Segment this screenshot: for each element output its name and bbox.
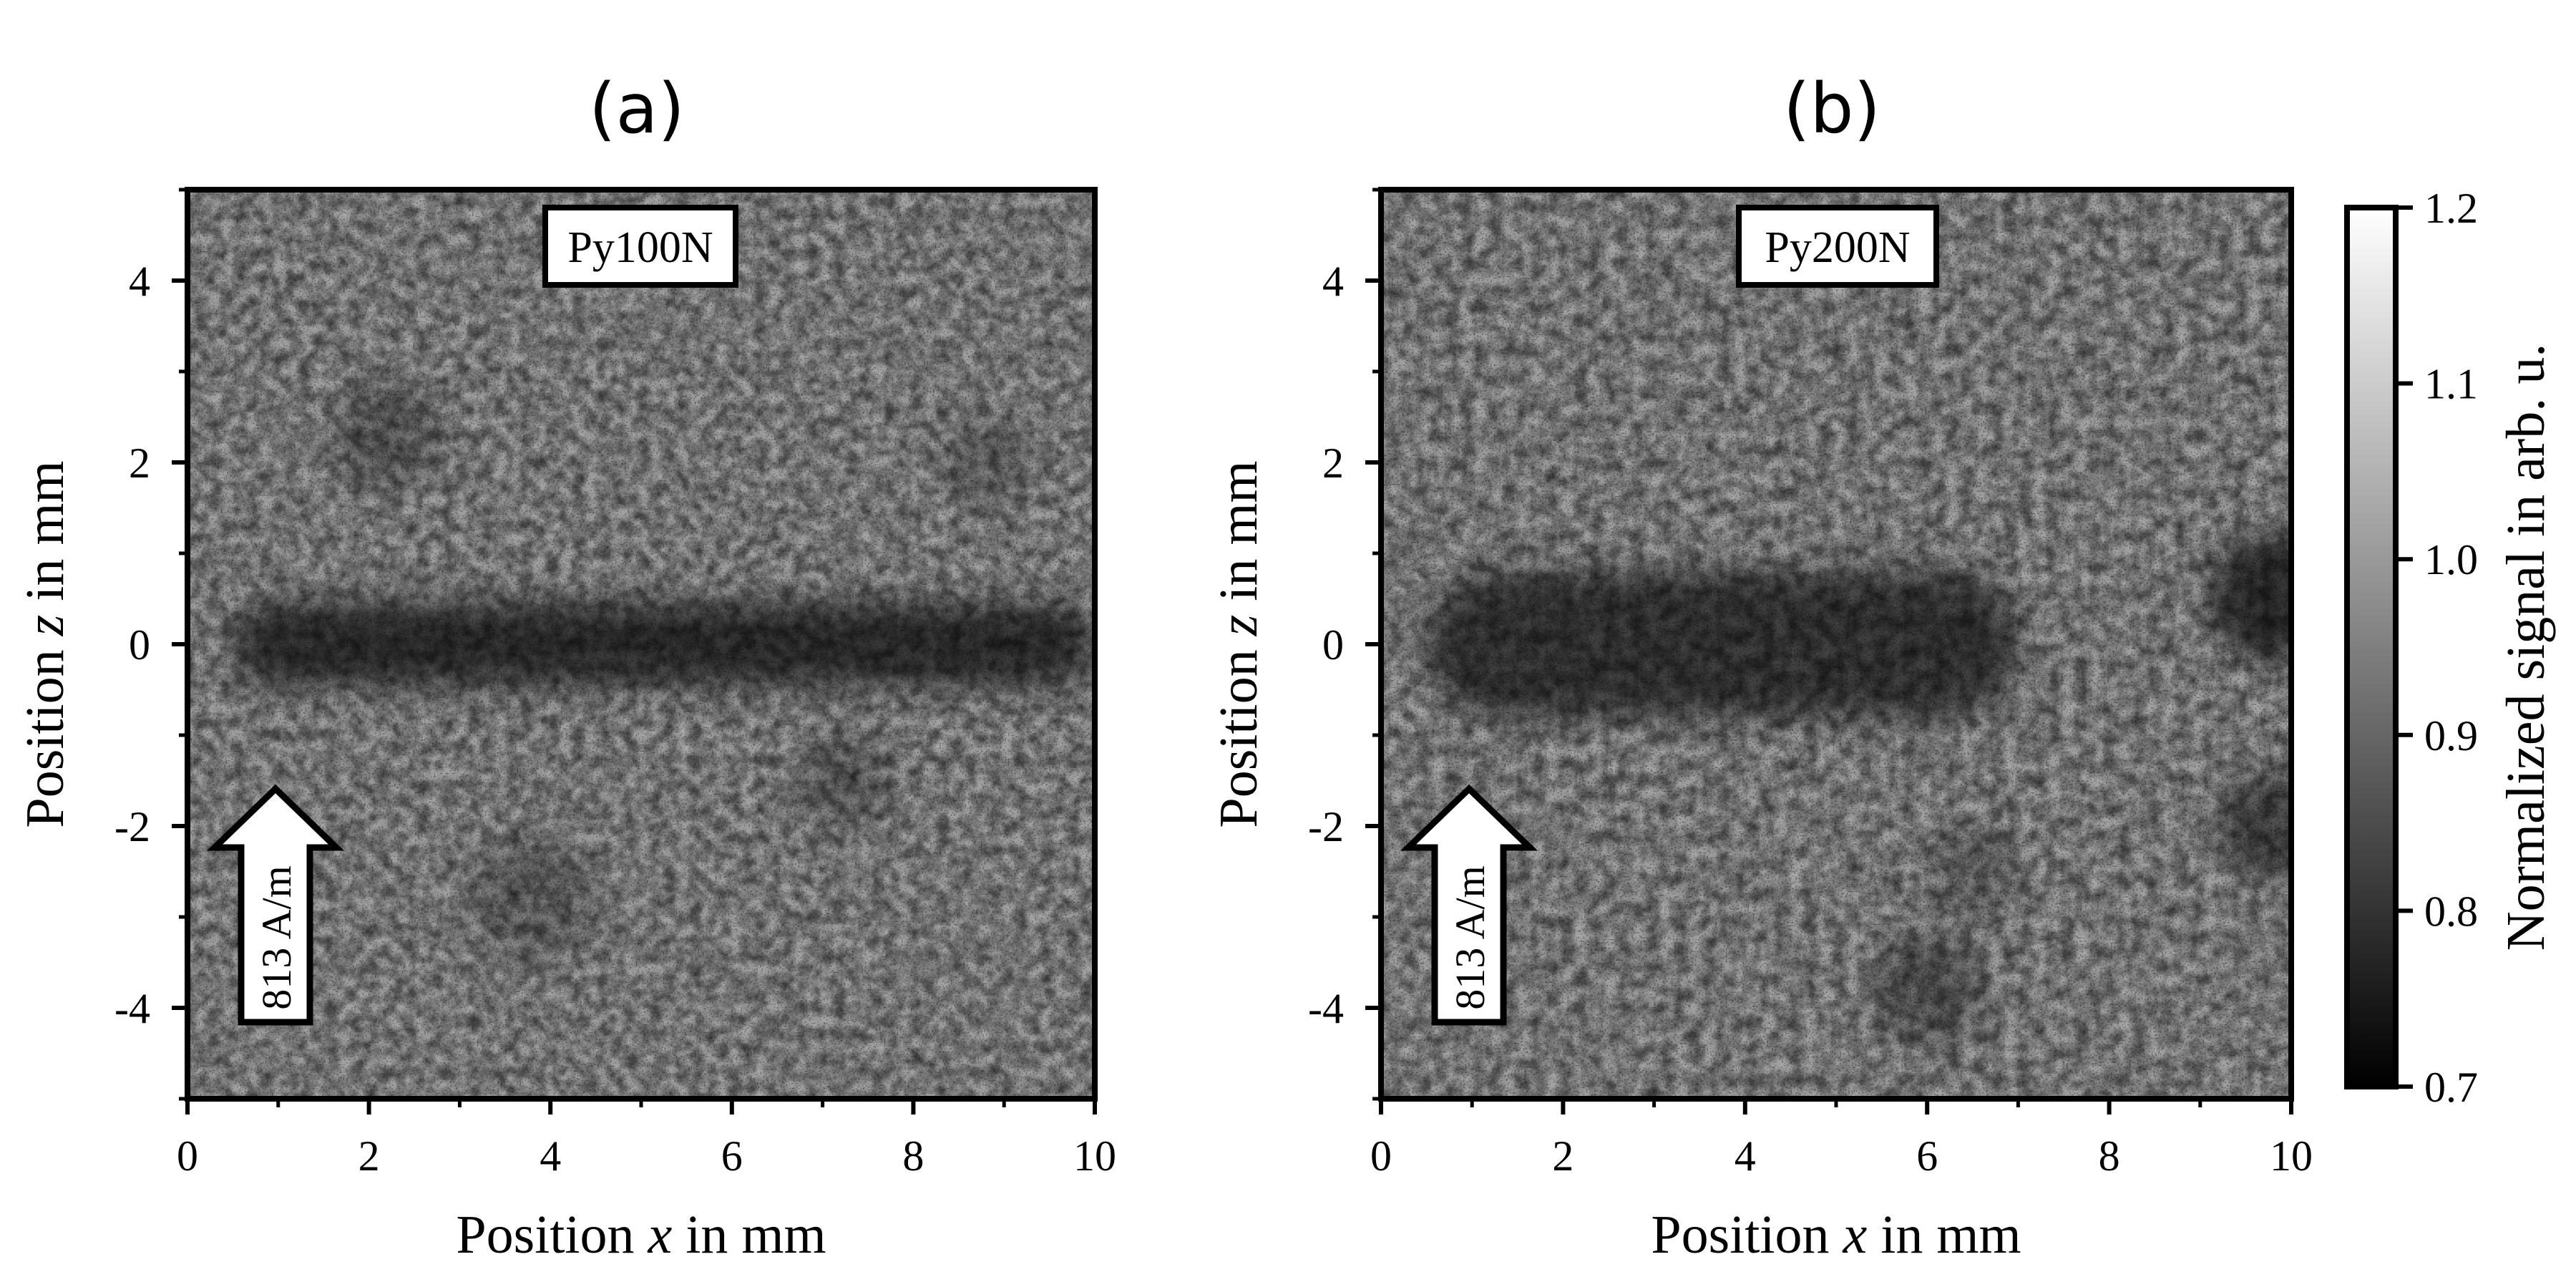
panel-b-xtick-label: 2: [1552, 1132, 1574, 1180]
colorbar-label: Normalized signal in arb. u.: [2496, 344, 2556, 951]
panel-b-title: (b): [1783, 69, 1880, 149]
panel-b-dark-blob: [1872, 935, 1982, 1044]
panel-a-field-arrow-label: 813 A/m: [253, 865, 300, 1009]
panel-b-ytick-label: -4: [1308, 985, 1344, 1032]
panel-a-ytick-label: -4: [114, 985, 150, 1032]
panel-a-xtick-label: 10: [1073, 1132, 1116, 1180]
panel-a-xtick-label: 6: [721, 1132, 743, 1180]
panel-b-xtick-label: 10: [2270, 1132, 2313, 1180]
panel-a-x-axis: 0 2 4 6 8 10: [177, 1099, 1116, 1180]
panel-b-heatmap: [1381, 190, 2291, 1099]
colorbar-tick-label: 0.9: [2424, 712, 2478, 759]
panel-b-field-arrow: 813 A/m: [1400, 784, 1538, 1026]
panel-b-dark-blob: [2218, 771, 2291, 881]
colorbar-ticks: 0.7 0.8 0.9 1.0 1.1 1.2: [2396, 185, 2478, 1111]
colorbar-tick-label: 1.0: [2424, 536, 2478, 583]
panel-a-xlabel: Position x in mm: [456, 1205, 826, 1265]
panel-b-xtick-label: 6: [1916, 1132, 1938, 1180]
panel-b-field-arrow-label: 813 A/m: [1447, 865, 1493, 1009]
panel-a-dark-blob: [469, 835, 596, 963]
panel-b-dark-blob: [1927, 825, 2019, 918]
panel-b-x-axis: 0 2 4 6 8 10: [1370, 1099, 2313, 1180]
panel-b-ytick-label: -2: [1308, 803, 1344, 850]
panel-a-dark-blob: [332, 380, 442, 490]
panel-a-xtick-label: 0: [177, 1132, 198, 1180]
panel-a-dark-blob: [940, 417, 1032, 508]
panel-a-ytick-label: 2: [129, 440, 150, 487]
panel-a-dark-blob: [795, 735, 887, 826]
colorbar-tick-label: 1.2: [2424, 185, 2478, 232]
panel-b-ytick-label: 4: [1322, 258, 1344, 305]
panel-b-sample-label-box: Py200N: [1736, 205, 1939, 288]
panel-b-xtick-label: 4: [1735, 1132, 1756, 1180]
panel-a-ytick-label: 0: [129, 621, 150, 669]
panel-a-title: (a): [589, 69, 685, 149]
colorbar-tick-label: 0.7: [2424, 1064, 2478, 1111]
panel-a-ytick-label: -2: [114, 803, 150, 850]
panel-a-dark-band: [233, 603, 1095, 686]
panel-a-heatmap: [187, 190, 1095, 1099]
panel-a: (a) 0 2 4 6 8 10 4 2 0 -2 -4 Position x in mm Pos…: [15, 69, 1116, 1265]
panel-a-sample-label-box: Py100N: [542, 205, 738, 288]
panel-b-dark-blob: [2209, 535, 2291, 663]
panel-b: (b) 0 2 4 6 8 10 4 2 0 -2 -4 Position x in mm Pos…: [1209, 69, 2313, 1265]
panel-b-xlabel: Position x in mm: [1651, 1205, 2021, 1265]
panel-b-sample-label: Py200N: [1765, 223, 1910, 272]
panel-b-ytick-label: 0: [1322, 621, 1344, 669]
panel-a-field-arrow: 813 A/m: [206, 784, 345, 1026]
panel-a-sample-label: Py100N: [567, 223, 713, 272]
panel-a-xtick-label: 2: [358, 1132, 380, 1180]
panel-b-ylabel: Position z in mm: [1209, 460, 1269, 827]
panel-a-ytick-label: 4: [129, 258, 150, 305]
panel-b-dark-band: [1426, 571, 2019, 717]
panel-b-dark-regions: [1426, 535, 2291, 1044]
panel-a-xtick-label: 8: [902, 1132, 924, 1180]
colorbar-tick-label: 1.1: [2424, 361, 2478, 408]
panel-b-ytick-label: 2: [1322, 440, 1344, 487]
colorbar-gradient: [2344, 205, 2399, 1089]
panel-a-y-axis: 4 2 0 -2 -4: [114, 188, 187, 1101]
panel-b-xtick-label: 0: [1370, 1132, 1392, 1180]
panel-a-xtick-label: 4: [540, 1132, 561, 1180]
panel-b-xtick-label: 8: [2099, 1132, 2120, 1180]
colorbar-tick-label: 0.8: [2424, 888, 2478, 935]
panel-b-y-axis: 4 2 0 -2 -4: [1308, 188, 1381, 1101]
panel-a-dark-regions: [233, 380, 1095, 963]
colorbar: 0.7 0.8 0.9 1.0 1.1 1.2 Normalized signal in …: [2344, 185, 2556, 1111]
panel-a-ylabel: Position z in mm: [15, 460, 75, 827]
